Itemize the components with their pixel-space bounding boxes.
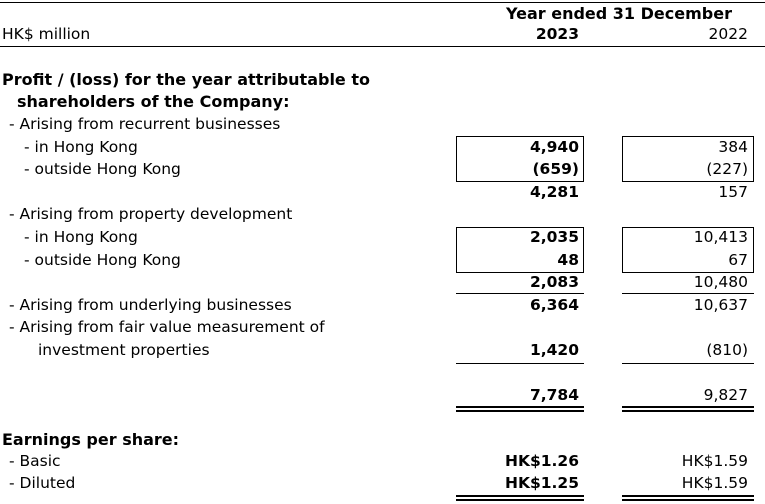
year-prior-header: 2022 [708, 25, 748, 43]
fair-value-label-line2: investment properties [38, 341, 210, 359]
units-label: HK$ million [2, 25, 91, 43]
eps-title: Earnings per share: [2, 430, 180, 449]
total-top-rule-2022 [622, 363, 754, 364]
underlying-2022: 10,637 [693, 296, 748, 314]
eps-diluted-label: - Diluted [9, 474, 76, 492]
eps-basic-2022: HK$1.59 [681, 452, 748, 470]
total-double-rule-2022-b [622, 410, 754, 412]
recurrent-subtotal-2023: 4,281 [529, 183, 579, 201]
top-rule [0, 2, 765, 3]
total-2022: 9,827 [703, 386, 748, 404]
property-subtotal-rule-2022 [622, 293, 754, 294]
property-label: - Arising from property development [9, 205, 293, 223]
eps-double-rule-2023-b [456, 499, 584, 501]
eps-double-rule-2022-a [622, 495, 754, 497]
total-double-rule-2022-a [622, 406, 754, 408]
recurrent-subtotal-2022: 157 [718, 183, 748, 201]
property-subtotal-2022: 10,480 [693, 273, 748, 291]
section-title-line2: shareholders of the Company: [17, 92, 290, 111]
property-hk-label: - in Hong Kong [24, 228, 138, 246]
eps-diluted-2023: HK$1.25 [504, 474, 579, 492]
period-header: Year ended 31 December [506, 4, 732, 23]
eps-double-rule-2023-a [456, 495, 584, 497]
total-top-rule-2023 [456, 363, 584, 364]
eps-basic-2023: HK$1.26 [504, 452, 579, 470]
underlying-2023: 6,364 [529, 296, 579, 314]
fair-value-2023: 1,420 [529, 341, 579, 359]
recurrent-hk-2022: 384 [718, 138, 748, 156]
total-double-rule-2023-b [456, 410, 584, 412]
eps-diluted-2022: HK$1.59 [681, 474, 748, 492]
property-hk-2022: 10,413 [693, 228, 748, 246]
fair-value-label-line1: - Arising from fair value measurement of [9, 318, 325, 336]
recurrent-outside-2023: (659) [532, 160, 579, 178]
eps-basic-label: - Basic [9, 452, 61, 470]
property-outside-label: - outside Hong Kong [24, 251, 181, 269]
underlying-label: - Arising from underlying businesses [9, 296, 292, 314]
recurrent-outside-label: - outside Hong Kong [24, 160, 181, 178]
total-2023: 7,784 [529, 386, 579, 404]
eps-double-rule-2022-b [622, 499, 754, 501]
property-2023-box [456, 227, 584, 273]
property-subtotal-2023: 2,083 [529, 273, 579, 291]
section-title-line1: Profit / (loss) for the year attributabl… [2, 70, 370, 89]
recurrent-2023-box [456, 136, 584, 182]
fair-value-2022: (810) [706, 341, 748, 359]
property-subtotal-rule-2023 [456, 293, 584, 294]
recurrent-hk-label: - in Hong Kong [24, 138, 138, 156]
recurrent-hk-2023: 4,940 [529, 138, 579, 156]
recurrent-label: - Arising from recurrent businesses [9, 115, 281, 133]
year-current-header: 2023 [535, 25, 579, 43]
property-outside-2022: 67 [728, 251, 748, 269]
property-outside-2023: 48 [557, 251, 579, 269]
total-double-rule-2023-a [456, 406, 584, 408]
property-hk-2023: 2,035 [529, 228, 579, 246]
recurrent-2022-box [622, 136, 754, 182]
header-rule [0, 46, 765, 47]
recurrent-outside-2022: (227) [706, 160, 748, 178]
property-2022-box [622, 227, 754, 273]
